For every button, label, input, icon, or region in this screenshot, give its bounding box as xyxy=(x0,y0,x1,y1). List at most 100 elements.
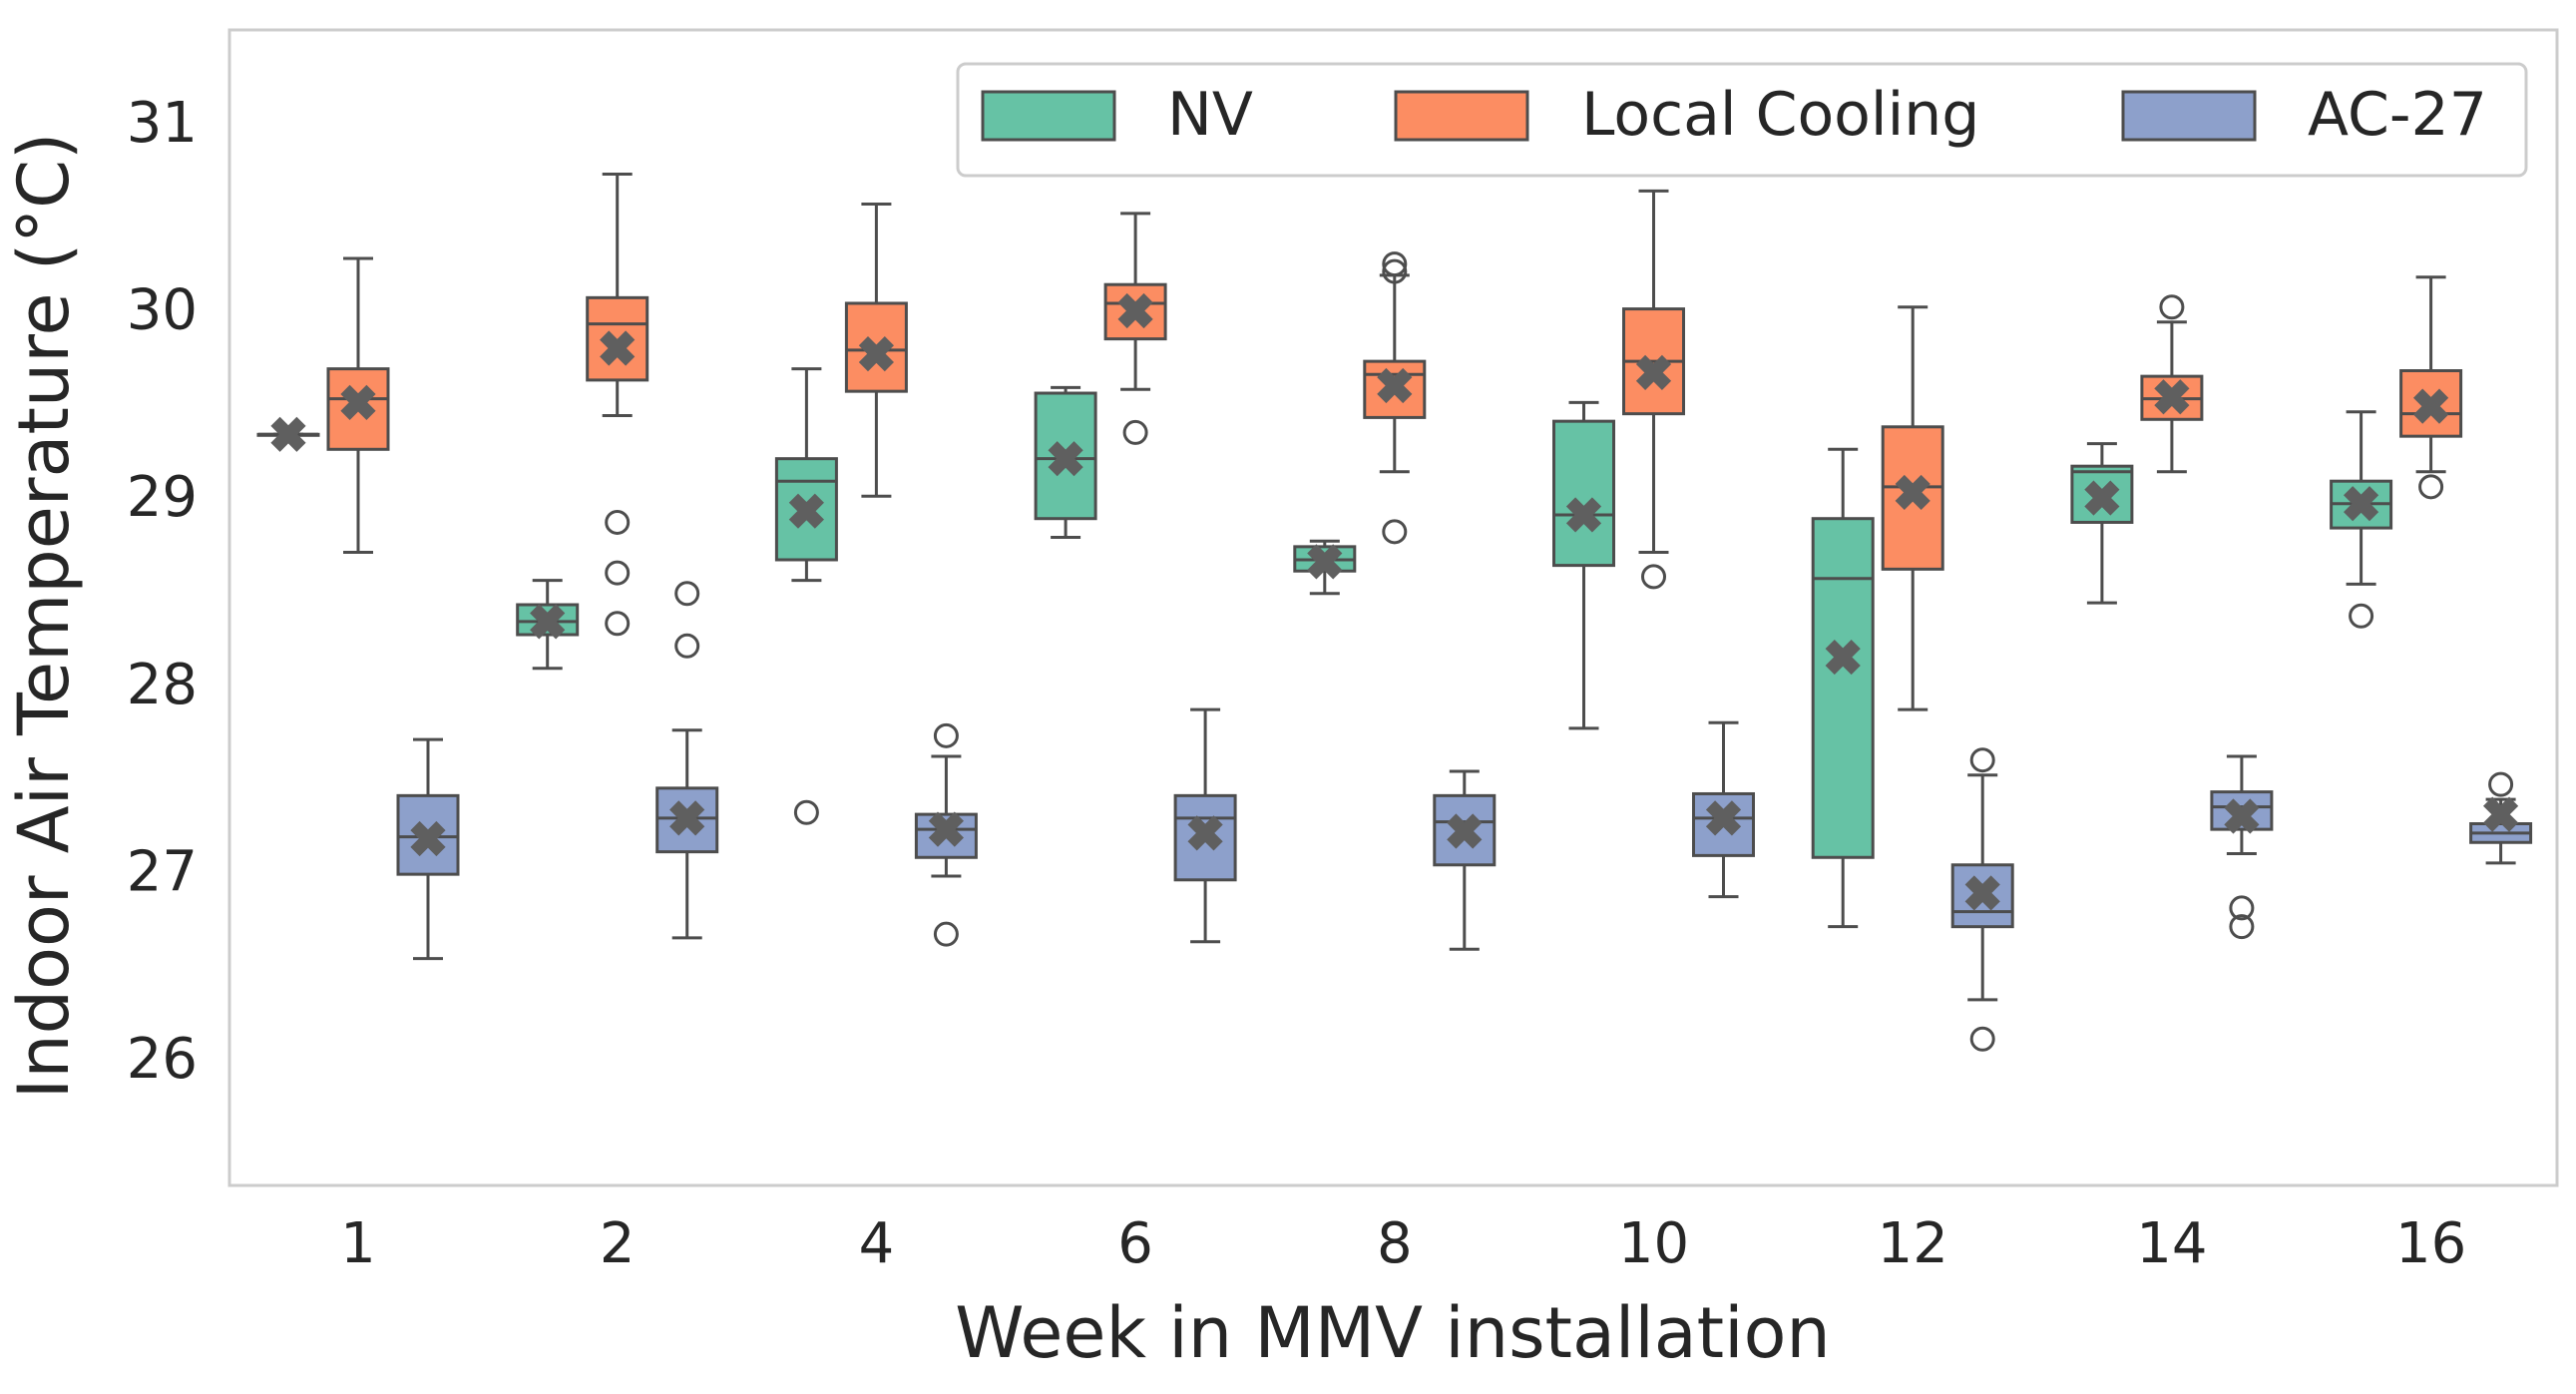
outlier-point xyxy=(1382,519,1408,545)
mean-marker xyxy=(600,330,636,366)
y-axis-label: Indoor Air Temperature (°C) xyxy=(3,133,85,1100)
box-local-cooling-week-8 xyxy=(1363,251,1427,545)
legend-label-nv: NV xyxy=(1167,80,1253,150)
mean-marker xyxy=(1117,292,1153,329)
y-tick-label: 28 xyxy=(127,653,198,717)
box-local-cooling-week-16 xyxy=(2399,275,2463,500)
x-ticks: 1 2 4 6 8 10 12 14 16 xyxy=(340,1211,2466,1276)
x-tick-label: 16 xyxy=(2395,1211,2466,1276)
box-body xyxy=(326,367,390,451)
box-nv-week-16 xyxy=(2330,410,2393,629)
mean-marker xyxy=(2084,480,2120,516)
y-tick-label: 26 xyxy=(127,1027,198,1092)
mean-marker xyxy=(1705,800,1742,836)
y-tick-label: 27 xyxy=(127,839,198,904)
box-nv-week-8 xyxy=(1293,539,1357,596)
box-ac-27-week-14 xyxy=(2210,754,2274,940)
box-ac-27-week-12 xyxy=(1950,747,2014,1052)
legend-swatch-ac-27 xyxy=(2121,90,2257,142)
box-ac-27-week-6 xyxy=(1173,707,1237,944)
outlier-point xyxy=(793,799,819,825)
x-tick-label: 6 xyxy=(1117,1211,1153,1276)
outlier-point xyxy=(2418,474,2444,500)
x-tick-label: 12 xyxy=(1878,1211,1948,1276)
x-tick-label: 14 xyxy=(2136,1211,2207,1276)
mean-marker xyxy=(1447,813,1483,849)
x-tick-label: 1 xyxy=(340,1211,376,1276)
box-nv-week-14 xyxy=(2070,442,2134,605)
mean-marker xyxy=(270,416,306,452)
outlier-point xyxy=(2159,294,2185,320)
box-ac-27-week-2 xyxy=(655,581,719,940)
mean-marker xyxy=(1307,544,1343,580)
outlier-point xyxy=(1641,564,1666,590)
box-local-cooling-week-10 xyxy=(1622,189,1685,590)
box-body xyxy=(1881,425,1944,571)
mean-marker xyxy=(788,493,824,529)
mean-marker xyxy=(1635,354,1672,390)
boxes-layer xyxy=(256,173,2533,1052)
box-ac-27-week-16 xyxy=(2469,771,2533,865)
box-local-cooling-week-4 xyxy=(844,203,908,498)
outlier-point xyxy=(933,921,959,947)
box-body xyxy=(1552,419,1615,568)
x-tick-label: 8 xyxy=(1377,1211,1413,1276)
outlier-point xyxy=(933,722,959,748)
outlier-point xyxy=(2488,771,2514,797)
mean-marker xyxy=(669,800,705,836)
outlier-point xyxy=(2349,603,2374,629)
outlier-point xyxy=(605,560,631,586)
box-local-cooling-week-1 xyxy=(326,256,390,554)
y-tick-label: 30 xyxy=(127,278,198,343)
x-tick-label: 10 xyxy=(1618,1211,1689,1276)
box-ac-27-week-10 xyxy=(1692,720,1755,899)
legend-swatch-nv xyxy=(981,90,1116,142)
mean-marker xyxy=(1187,815,1223,851)
x-tick-label: 2 xyxy=(600,1211,636,1276)
box-ac-27-week-4 xyxy=(914,722,978,947)
mean-marker xyxy=(2224,798,2260,834)
x-axis-label: Week in MMV installation xyxy=(955,1292,1831,1374)
outlier-point xyxy=(1969,1026,1995,1052)
y-tick-label: 29 xyxy=(127,465,198,530)
box-nv-week-1 xyxy=(256,416,320,452)
mean-marker xyxy=(1377,367,1413,404)
legend-label-local-cooling: Local Cooling xyxy=(1581,80,1979,150)
y-tick-label: 31 xyxy=(127,91,198,156)
outlier-point xyxy=(674,581,700,607)
mean-marker xyxy=(1964,875,2000,911)
mean-marker xyxy=(410,820,446,857)
mean-marker xyxy=(2344,486,2379,522)
legend-label-ac-27: AC-27 xyxy=(2308,80,2487,150)
box-nv-week-10 xyxy=(1552,400,1615,730)
legend: NV Local Cooling AC-27 xyxy=(956,62,2528,178)
mean-marker xyxy=(2413,388,2449,424)
mean-marker xyxy=(530,604,566,640)
outlier-point xyxy=(1122,419,1148,445)
box-nv-week-6 xyxy=(1034,385,1097,539)
mean-marker xyxy=(1895,474,1931,511)
box-local-cooling-week-6 xyxy=(1103,212,1167,445)
y-ticks: 26 27 28 29 30 31 xyxy=(127,91,198,1092)
x-tick-label: 4 xyxy=(859,1211,895,1276)
mean-marker xyxy=(2483,796,2519,832)
mean-marker xyxy=(1048,441,1083,477)
outlier-point xyxy=(1969,747,1995,773)
box-nv-week-2 xyxy=(516,579,580,671)
mean-marker xyxy=(340,384,376,420)
box-body xyxy=(1811,517,1875,859)
box-local-cooling-week-2 xyxy=(586,173,649,637)
outlier-point xyxy=(1382,258,1408,284)
outlier-point xyxy=(605,611,631,637)
outlier-point xyxy=(1382,251,1408,277)
box-body xyxy=(2399,369,2463,438)
mean-marker xyxy=(858,336,894,372)
box-local-cooling-week-12 xyxy=(1881,305,1944,711)
box-ac-27-week-8 xyxy=(1433,769,1497,951)
box-nv-week-4 xyxy=(774,367,838,825)
outlier-point xyxy=(2229,914,2255,940)
box-body xyxy=(774,457,838,562)
box-nv-week-12 xyxy=(1811,447,1875,929)
box-body xyxy=(586,295,649,382)
